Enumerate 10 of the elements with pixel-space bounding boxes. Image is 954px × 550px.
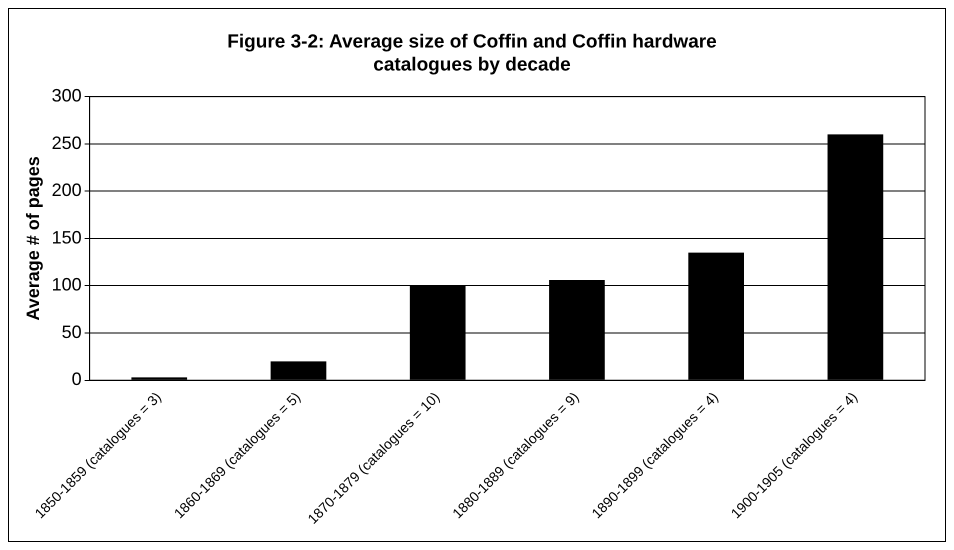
y-tick-label: 200 [52, 180, 82, 200]
y-tick-label: 100 [52, 274, 82, 295]
y-tick-label: 50 [62, 322, 82, 342]
y-tick-label: 300 [52, 86, 82, 106]
y-axis-title: Average # of pages [22, 156, 43, 321]
y-tick-label: 0 [72, 369, 82, 390]
y-tick-label: 150 [52, 227, 82, 248]
text: catalogues by decade [373, 54, 571, 76]
y-tick-label: 250 [52, 132, 82, 153]
text: Figure 3-2: Average size of Coffin and Coffin hardware [227, 32, 717, 53]
